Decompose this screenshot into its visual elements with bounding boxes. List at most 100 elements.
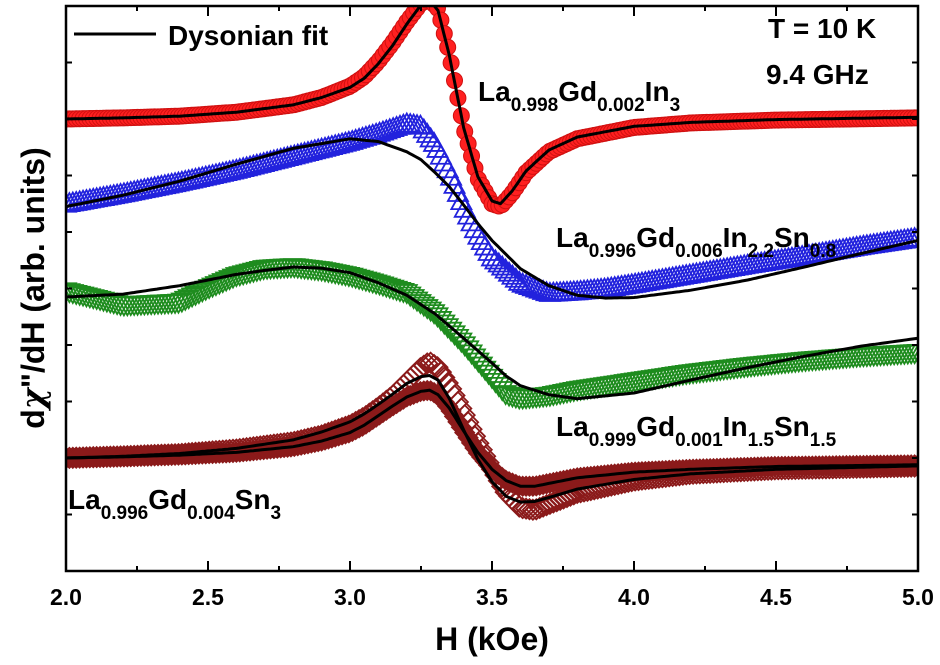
series-label: La0.998Gd0.002In3 bbox=[478, 76, 680, 116]
data-point bbox=[429, 311, 453, 332]
subscript: 1.5 bbox=[810, 430, 837, 451]
element-symbol: Gd bbox=[148, 484, 187, 515]
data-point bbox=[439, 164, 463, 186]
subscript: 0.001 bbox=[675, 430, 723, 451]
series-2 bbox=[66, 111, 918, 302]
data-point bbox=[378, 117, 402, 139]
series-label: La0.996Gd0.006In2.2Sn0.8 bbox=[556, 222, 836, 262]
fit-line bbox=[66, 373, 918, 504]
subscript: 1.5 bbox=[748, 430, 775, 451]
fit-line bbox=[66, 265, 918, 401]
data-point bbox=[180, 287, 204, 309]
data-point bbox=[521, 275, 545, 297]
data-point bbox=[173, 290, 197, 312]
data-point bbox=[214, 271, 238, 293]
data-point bbox=[136, 295, 160, 317]
data-point bbox=[494, 385, 518, 406]
data-point bbox=[122, 295, 146, 317]
data-point bbox=[357, 123, 381, 145]
subscript: 0.996 bbox=[589, 241, 637, 262]
element-symbol: In bbox=[723, 411, 748, 442]
data-point bbox=[514, 273, 538, 294]
data-point bbox=[129, 295, 153, 317]
data-point bbox=[906, 344, 918, 365]
subscript: 0.004 bbox=[187, 503, 235, 524]
element-symbol: Gd bbox=[636, 222, 675, 253]
subscript: 0.8 bbox=[810, 241, 836, 262]
subscript: 0.006 bbox=[675, 241, 723, 262]
data-point bbox=[139, 295, 163, 316]
x-tick-label: 5.0 bbox=[902, 584, 934, 610]
data-layer bbox=[66, 6, 918, 521]
x-tick-label: 4.5 bbox=[760, 584, 792, 610]
data-point bbox=[119, 296, 143, 317]
element-symbol: La bbox=[556, 222, 589, 253]
subscript: 2.2 bbox=[748, 241, 774, 262]
data-point bbox=[347, 269, 371, 291]
data-point bbox=[153, 294, 177, 316]
data-point bbox=[207, 274, 231, 296]
data-point bbox=[170, 292, 194, 314]
data-point bbox=[422, 304, 446, 325]
data-point bbox=[402, 289, 426, 310]
data-point bbox=[511, 271, 535, 293]
data-point bbox=[412, 296, 436, 318]
data-point bbox=[344, 268, 368, 290]
legend-label: Dysonian fit bbox=[168, 20, 328, 51]
data-point bbox=[149, 294, 173, 316]
data-point bbox=[385, 115, 409, 136]
element-symbol: La bbox=[478, 76, 511, 107]
data-point bbox=[524, 276, 548, 298]
data-point bbox=[517, 274, 542, 296]
x-tick-label: 2.0 bbox=[50, 584, 82, 610]
element-symbol: In bbox=[645, 76, 670, 107]
data-point bbox=[187, 284, 211, 305]
data-point bbox=[126, 295, 150, 317]
series-label-layer: La0.998Gd0.002In3La0.996Gd0.006In2.2Sn0.… bbox=[68, 76, 837, 524]
data-point bbox=[398, 286, 422, 308]
data-point bbox=[166, 293, 190, 315]
subscript: 0.002 bbox=[597, 95, 645, 116]
data-point bbox=[183, 285, 208, 307]
x-tick-label: 3.5 bbox=[476, 584, 508, 610]
subscript: 0.996 bbox=[101, 503, 149, 524]
series-label: La0.996Gd0.004Sn3 bbox=[68, 484, 281, 524]
annotation-frequency: 9.4 GHz bbox=[766, 59, 869, 90]
x-axis-title: H (kOe) bbox=[435, 621, 549, 657]
data-point bbox=[340, 267, 364, 289]
subscript: 3 bbox=[670, 95, 681, 116]
data-point bbox=[511, 496, 534, 520]
element-symbol: In bbox=[723, 222, 748, 253]
data-point bbox=[66, 282, 78, 304]
data-point bbox=[381, 279, 405, 301]
fit-line bbox=[66, 137, 918, 300]
data-point bbox=[531, 279, 555, 300]
data-point bbox=[132, 295, 156, 317]
x-tick-label: 3.0 bbox=[334, 584, 366, 610]
data-point bbox=[381, 116, 405, 138]
subscript: 0.999 bbox=[589, 430, 637, 451]
x-tick-label: 2.5 bbox=[192, 584, 224, 610]
legend: Dysonian fit bbox=[74, 20, 328, 51]
element-symbol: Sn bbox=[235, 484, 271, 515]
element-symbol: Sn bbox=[774, 411, 810, 442]
x-tick-label: 4.0 bbox=[618, 584, 650, 610]
series-3 bbox=[66, 258, 918, 411]
series-1 bbox=[66, 6, 918, 215]
data-point bbox=[354, 125, 378, 146]
data-point bbox=[374, 118, 398, 140]
data-point bbox=[408, 113, 432, 135]
fit-line bbox=[66, 6, 918, 206]
data-point bbox=[528, 277, 552, 299]
data-point bbox=[408, 294, 432, 315]
element-symbol: La bbox=[556, 411, 589, 442]
data-point bbox=[143, 294, 167, 316]
element-symbol: Sn bbox=[774, 222, 810, 253]
data-point bbox=[906, 225, 918, 247]
data-point bbox=[350, 126, 375, 147]
data-point bbox=[507, 269, 531, 291]
data-point bbox=[190, 282, 214, 304]
axis-layer: 2.0 2.5 3.0 3.5 4.0 4.5 5.0 bbox=[50, 6, 934, 610]
data-point bbox=[425, 307, 450, 329]
